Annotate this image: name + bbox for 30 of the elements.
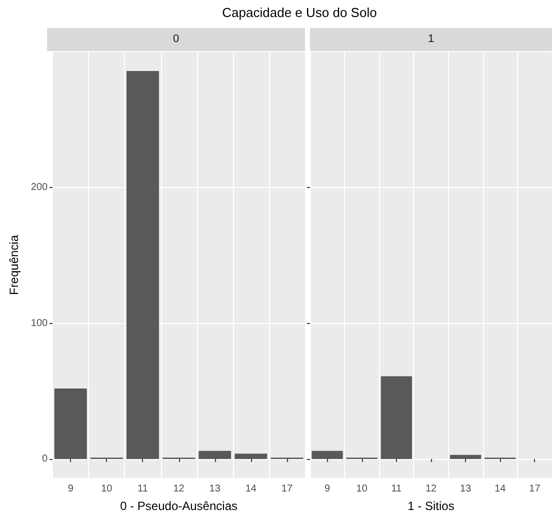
bar bbox=[450, 454, 482, 460]
bar bbox=[126, 70, 159, 460]
x-axis-title: 0 - Pseudo-Ausências bbox=[120, 499, 238, 513]
x-tick-label: 13 bbox=[460, 484, 472, 494]
x-tick-label: 11 bbox=[391, 484, 402, 494]
x-axis-title: 1 - Sitios bbox=[408, 499, 454, 513]
y-tick-label: 0 bbox=[42, 454, 48, 465]
bar bbox=[312, 450, 343, 460]
x-tick-label: 14 bbox=[245, 484, 257, 494]
y-tick-label: 200 bbox=[30, 182, 48, 194]
x-tick-label: 9 bbox=[68, 484, 74, 494]
x-tick-label: 10 bbox=[101, 484, 113, 494]
x-tick-label: 12 bbox=[425, 484, 437, 494]
chart-subtitle: 1 bbox=[310, 28, 552, 51]
bar bbox=[380, 376, 412, 460]
x-tick-label: 9 bbox=[324, 484, 331, 494]
bar bbox=[54, 388, 87, 460]
bar bbox=[198, 450, 232, 460]
x-tick-label: 13 bbox=[209, 484, 221, 494]
bar bbox=[234, 454, 268, 460]
y-tick-label: 100 bbox=[30, 318, 48, 329]
x-tick-label: 10 bbox=[356, 484, 368, 494]
x-tick-label: 14 bbox=[494, 484, 506, 494]
y-axis-title: Frequência bbox=[7, 234, 21, 296]
x-tick-label: 12 bbox=[173, 484, 185, 494]
x-tick-label: 11 bbox=[138, 484, 148, 494]
chart-title: Capacidade e Uso do Solo bbox=[221, 5, 378, 20]
chart-subtitle: 0 bbox=[47, 28, 305, 51]
x-tick-label: 17 bbox=[281, 484, 293, 494]
x-tick-label: 17 bbox=[529, 484, 541, 494]
